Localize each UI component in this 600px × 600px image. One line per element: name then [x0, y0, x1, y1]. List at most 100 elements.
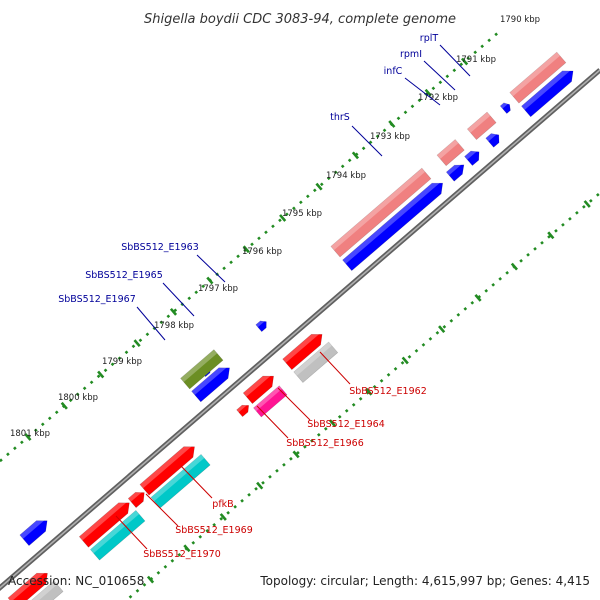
tick-dot	[323, 426, 328, 431]
tick-dot	[198, 534, 203, 539]
tick-major	[583, 200, 591, 208]
gene-block	[139, 441, 195, 496]
tick-dot	[145, 332, 150, 337]
gene-label: SbBS512_E1970	[143, 549, 221, 560]
tick-dot	[289, 456, 293, 461]
tick-dot	[142, 582, 147, 587]
tick-dot	[526, 253, 530, 257]
tick-dot	[163, 564, 168, 569]
tick-dot	[358, 396, 363, 401]
tick-dot	[361, 146, 366, 151]
tick-major	[401, 356, 409, 365]
gene-leader-line	[439, 44, 471, 77]
tick-dot	[250, 242, 254, 247]
tick-dot	[82, 386, 87, 391]
gene-block	[19, 515, 48, 546]
tick-major	[424, 88, 432, 97]
gene-leader-line	[256, 405, 289, 439]
gene-leader-line	[423, 60, 456, 91]
tick-major	[388, 120, 396, 128]
tick-rings	[0, 32, 600, 599]
tick-major	[97, 370, 105, 379]
gene-block	[242, 370, 274, 404]
tick-major	[328, 419, 337, 427]
gene-leader-line	[180, 465, 213, 499]
gene-label: SbBS512_E1966	[286, 438, 364, 449]
tick-major	[279, 214, 287, 222]
tick-dot	[305, 194, 310, 199]
tick-label: 1798 kbp	[154, 321, 194, 331]
tick-dot	[282, 462, 286, 467]
tick-dot	[257, 236, 261, 241]
gene-label: SbBS512_E1967	[58, 294, 136, 305]
tick-dot	[459, 62, 464, 67]
tick-major	[169, 307, 178, 316]
tick-dot	[275, 468, 279, 473]
tick-dot	[442, 324, 447, 329]
gene-block	[180, 349, 224, 390]
gene-leader-line	[145, 493, 179, 527]
tick-label: 1794 kbp	[326, 171, 366, 181]
gene-block	[464, 147, 480, 166]
gene-block	[330, 167, 432, 258]
tick-dot	[268, 474, 272, 479]
tick-major	[206, 276, 214, 285]
gene-leader-line	[196, 254, 226, 283]
tick-major	[474, 293, 482, 302]
gene-block	[236, 402, 249, 418]
tick-dot	[421, 342, 426, 347]
tick-dot	[33, 428, 38, 433]
gene-block	[521, 65, 574, 118]
tick-dot	[491, 283, 496, 287]
gene-leader-line	[162, 282, 195, 317]
gene-label: rpmI	[400, 49, 422, 60]
tick-major	[256, 481, 264, 490]
tick-dot	[117, 356, 122, 361]
tick-major	[315, 182, 323, 191]
tick-dot	[519, 259, 523, 263]
tick-dot	[498, 277, 503, 281]
tick-label: 1791 kbp	[456, 55, 496, 65]
tick-dot	[219, 516, 224, 521]
tick-dot	[110, 362, 115, 367]
tick-dot	[103, 368, 108, 373]
tick-dot	[135, 588, 140, 593]
tick-dot	[310, 438, 314, 443]
tick-dot	[393, 366, 398, 371]
tick-dot	[159, 320, 164, 325]
tick-dot	[68, 398, 73, 403]
tick-dot	[285, 212, 289, 217]
tick-dot	[278, 218, 282, 223]
genome-summary: Topology: circular; Length: 4,615,997 bp…	[259, 574, 590, 588]
tick-dot	[414, 348, 419, 353]
tick-dot	[319, 182, 324, 187]
tick-major	[183, 544, 191, 553]
tick-dot	[382, 128, 387, 133]
tick-dot	[187, 296, 192, 301]
gene-leader-line	[404, 77, 441, 106]
tick-dot	[312, 188, 317, 193]
tick-dot	[54, 410, 59, 415]
tick-dot	[205, 528, 210, 533]
tick-dot	[484, 289, 489, 293]
tick-dot	[166, 314, 171, 319]
tick-dot	[480, 44, 485, 49]
gene-block	[253, 385, 288, 418]
tick-major	[365, 387, 373, 396]
tick-dot	[410, 104, 415, 109]
gene-label: infC	[384, 66, 403, 77]
tick-dot	[124, 350, 129, 355]
tick-dot	[435, 330, 440, 335]
tick-dot	[138, 338, 143, 343]
tick-dot	[568, 217, 572, 221]
tick-dot	[201, 284, 206, 289]
gene-block	[499, 100, 511, 114]
tick-dot	[375, 134, 380, 139]
gene-block	[18, 580, 64, 600]
tick-label: 1797 kbp	[198, 284, 238, 294]
tick-dot	[222, 266, 226, 271]
tick-dot	[379, 378, 384, 383]
tick-label: 1801 kbp	[10, 429, 50, 439]
gene-labels: rplT rpmI infC thrS SbBS512_E1963 SbBS512_E19…	[58, 33, 471, 560]
gene-features	[7, 51, 574, 600]
